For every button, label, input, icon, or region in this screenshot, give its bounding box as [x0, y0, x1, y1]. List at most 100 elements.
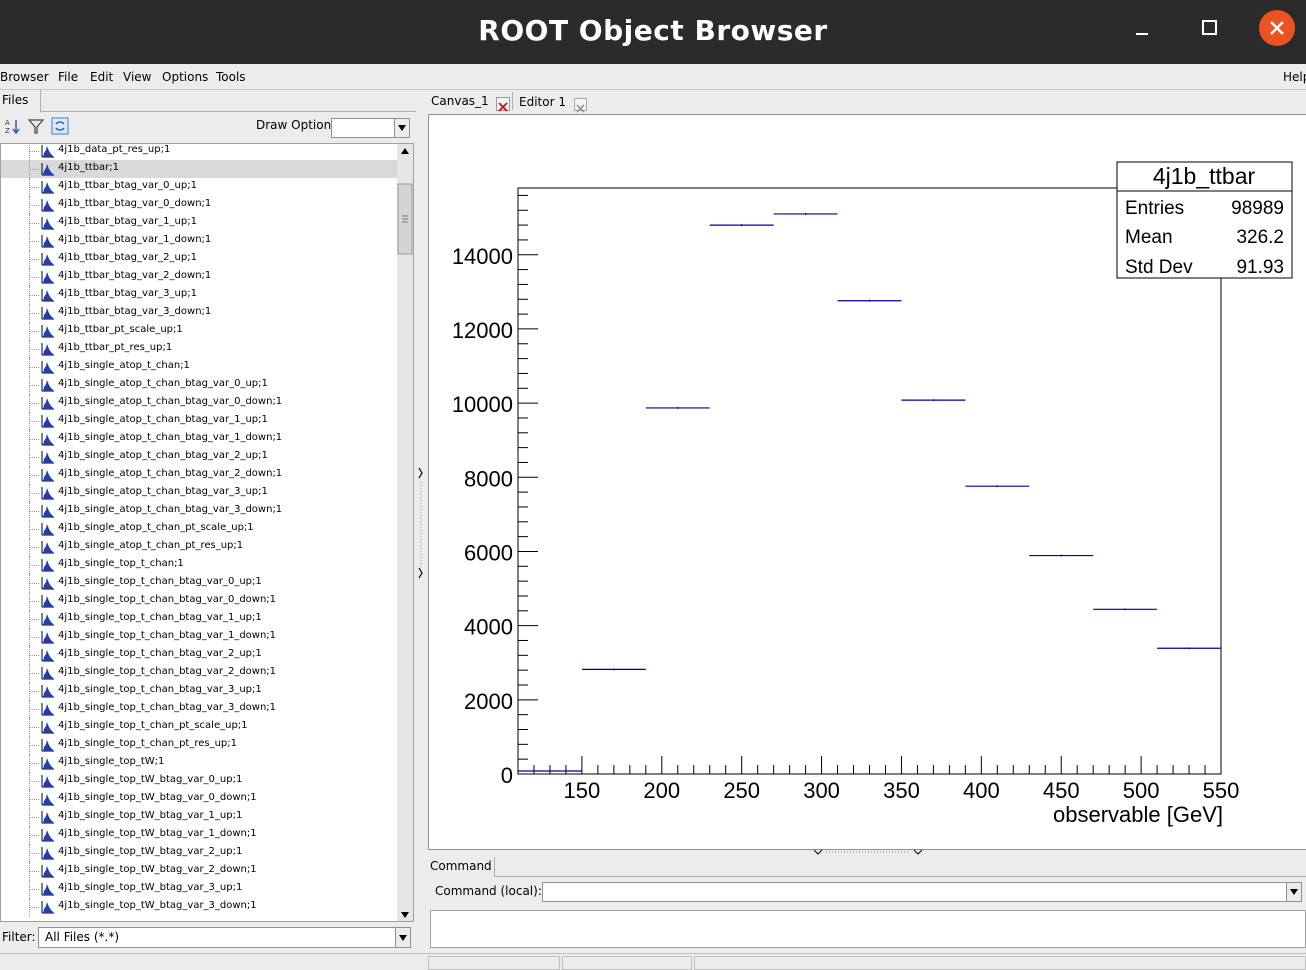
- tree-item[interactable]: 4j1b_data_pt_res_up;1: [1, 144, 398, 160]
- tree-item[interactable]: 4j1b_single_top_t_chan_btag_var_2_down;1: [1, 664, 398, 682]
- tree-item[interactable]: 4j1b_single_atop_t_chan_pt_scale_up;1: [1, 520, 398, 538]
- tree-item[interactable]: 4j1b_single_atop_t_chan_btag_var_1_down;…: [1, 430, 398, 448]
- tree-item[interactable]: 4j1b_single_top_tW_btag_var_2_down;1: [1, 862, 398, 880]
- x-tick-label: 300: [803, 778, 840, 803]
- tree-connector: [29, 169, 39, 170]
- menu-view[interactable]: View: [123, 70, 152, 84]
- tree-connector: [29, 403, 39, 404]
- menu-file[interactable]: File: [58, 70, 79, 84]
- tree-item[interactable]: 4j1b_single_top_tW;1: [1, 754, 398, 772]
- tree-item-label: 4j1b_single_top_tW_btag_var_2_down;1: [58, 864, 257, 875]
- tree-item[interactable]: 4j1b_single_top_t_chan_pt_scale_up;1: [1, 718, 398, 736]
- tree-item-label: 4j1b_single_top_t_chan;1: [58, 558, 184, 569]
- tree-item[interactable]: 4j1b_single_atop_t_chan_pt_res_up;1: [1, 538, 398, 556]
- close-tab-icon[interactable]: [574, 98, 587, 113]
- tree-item[interactable]: 4j1b_single_atop_t_chan;1: [1, 358, 398, 376]
- tree-item-label: 4j1b_single_atop_t_chan_btag_var_0_down;…: [58, 396, 283, 407]
- tree-item[interactable]: 4j1b_ttbar;1: [1, 160, 398, 178]
- tree-connector: [29, 835, 39, 836]
- draw-option-select[interactable]: [331, 118, 410, 138]
- histogram-icon: [41, 559, 54, 572]
- tree-item[interactable]: 4j1b_single_atop_t_chan_btag_var_2_down;…: [1, 466, 398, 484]
- menu-edit[interactable]: Edit: [90, 70, 114, 84]
- tree-item[interactable]: 4j1b_single_top_t_chan_btag_var_0_up;1: [1, 574, 398, 592]
- menu-tools[interactable]: Tools: [216, 70, 246, 84]
- tree-item-label: 4j1b_single_atop_t_chan;1: [58, 360, 190, 371]
- menu-browser[interactable]: Browser: [0, 70, 49, 84]
- tree-item[interactable]: 4j1b_ttbar_btag_var_2_down;1: [1, 268, 398, 286]
- maximize-button[interactable]: [1192, 10, 1228, 46]
- tree-item[interactable]: 4j1b_single_atop_t_chan_btag_var_0_down;…: [1, 394, 398, 412]
- tree-item[interactable]: 4j1b_single_top_t_chan_pt_res_up;1: [1, 736, 398, 754]
- command-output[interactable]: [430, 910, 1306, 948]
- tree-item[interactable]: 4j1b_single_top_t_chan_btag_var_3_up;1: [1, 682, 398, 700]
- tab-editor[interactable]: Editor 1: [518, 92, 588, 113]
- refresh-icon[interactable]: [51, 117, 69, 135]
- tree-item[interactable]: 4j1b_single_atop_t_chan_btag_var_2_up;1: [1, 448, 398, 466]
- menu-options[interactable]: Options: [162, 70, 209, 84]
- tree-item[interactable]: 4j1b_ttbar_btag_var_0_up;1: [1, 178, 398, 196]
- svg-text:A: A: [5, 119, 10, 127]
- menu-help[interactable]: Help: [1283, 70, 1306, 84]
- tree-item[interactable]: 4j1b_ttbar_btag_var_3_down;1: [1, 304, 398, 322]
- tree-item[interactable]: 4j1b_single_atop_t_chan_btag_var_3_down;…: [1, 502, 398, 520]
- close-button[interactable]: [1259, 10, 1295, 46]
- tree-item[interactable]: 4j1b_single_atop_t_chan_btag_var_1_up;1: [1, 412, 398, 430]
- tree-item-label: 4j1b_single_top_tW_btag_var_1_up;1: [58, 810, 243, 821]
- tree-item[interactable]: 4j1b_single_top_t_chan;1: [1, 556, 398, 574]
- root-canvas[interactable]: 0 2000 4000 6000 8000 10000 12000 14000 150 200 25…: [428, 114, 1306, 850]
- minimize-button[interactable]: [1124, 10, 1160, 46]
- tree-item[interactable]: 4j1b_single_top_t_chan_btag_var_3_down;1: [1, 700, 398, 718]
- tree-connector: [29, 565, 39, 566]
- tab-canvas[interactable]: Canvas_1: [430, 92, 512, 112]
- tree-connector: [29, 619, 39, 620]
- window-title: ROOT Object Browser: [478, 14, 828, 47]
- histogram-icon: [41, 577, 54, 590]
- tree-connector: [29, 457, 39, 458]
- tab-command[interactable]: Command: [428, 857, 495, 877]
- tree-item[interactable]: 4j1b_single_top_tW_btag_var_0_up;1: [1, 772, 398, 790]
- tab-files[interactable]: Files: [0, 90, 41, 113]
- filter-select[interactable]: All Files (*.*): [38, 927, 411, 948]
- tree-item[interactable]: 4j1b_single_top_tW_btag_var_0_down;1: [1, 790, 398, 808]
- tree-item[interactable]: 4j1b_single_top_t_chan_btag_var_1_up;1: [1, 610, 398, 628]
- command-input[interactable]: [542, 882, 1302, 902]
- filter-icon[interactable]: [27, 117, 45, 135]
- tree-item[interactable]: 4j1b_ttbar_btag_var_3_up;1: [1, 286, 398, 304]
- tree-scrollbar[interactable]: [397, 143, 414, 922]
- pane-splitter[interactable]: [416, 90, 426, 952]
- x-tick-label: 200: [643, 778, 680, 803]
- tree-connector: [29, 349, 39, 350]
- tree-item-label: 4j1b_single_top_tW_btag_var_1_down;1: [58, 828, 257, 839]
- stats-box: 4j1b_ttbar Entries 98989 Mean 326.2 Std Dev 91…: [1116, 161, 1293, 279]
- tree-connector: [29, 259, 39, 260]
- tree-item[interactable]: 4j1b_single_top_t_chan_btag_var_2_up;1: [1, 646, 398, 664]
- tree-item[interactable]: 4j1b_single_top_tW_btag_var_3_down;1: [1, 898, 398, 916]
- tree-item[interactable]: 4j1b_ttbar_btag_var_2_up;1: [1, 250, 398, 268]
- tree-item[interactable]: 4j1b_single_atop_t_chan_btag_var_3_up;1: [1, 484, 398, 502]
- tree-item[interactable]: 4j1b_ttbar_btag_var_1_down;1: [1, 232, 398, 250]
- tree-item[interactable]: 4j1b_ttbar_pt_res_up;1: [1, 340, 398, 358]
- histogram-plot[interactable]: 0 2000 4000 6000 8000 10000 12000 14000 150 200 25…: [429, 115, 1306, 849]
- tree-item[interactable]: 4j1b_single_top_t_chan_btag_var_0_down;1: [1, 592, 398, 610]
- tree-item[interactable]: 4j1b_single_top_tW_btag_var_1_down;1: [1, 826, 398, 844]
- tree-item[interactable]: 4j1b_ttbar_btag_var_1_up;1: [1, 214, 398, 232]
- tree-item[interactable]: 4j1b_single_top_tW_btag_var_3_up;1: [1, 880, 398, 898]
- tree-item[interactable]: 4j1b_single_atop_t_chan_btag_var_0_up;1: [1, 376, 398, 394]
- tree-connector: [29, 367, 39, 368]
- tree-item[interactable]: 4j1b_single_top_tW_btag_var_2_up;1: [1, 844, 398, 862]
- tree-item[interactable]: 4j1b_ttbar_btag_var_0_down;1: [1, 196, 398, 214]
- tree-item-label: 4j1b_ttbar_btag_var_0_down;1: [58, 198, 212, 209]
- tree-item[interactable]: 4j1b_ttbar_pt_scale_up;1: [1, 322, 398, 340]
- tree-connector: [29, 727, 39, 728]
- close-tab-icon[interactable]: [496, 97, 510, 112]
- histogram-icon: [41, 397, 54, 410]
- tree-item[interactable]: 4j1b_single_top_t_chan_btag_var_1_down;1: [1, 628, 398, 646]
- canvas-command-splitter[interactable]: [814, 848, 924, 858]
- tree-item-label: 4j1b_data_pt_res_up;1: [58, 144, 171, 155]
- tree-item[interactable]: 4j1b_single_top_tW_btag_var_1_up;1: [1, 808, 398, 826]
- tree-item-label: 4j1b_ttbar_pt_scale_up;1: [58, 324, 183, 335]
- tree-connector: [29, 205, 39, 206]
- histogram-icon: [41, 343, 54, 356]
